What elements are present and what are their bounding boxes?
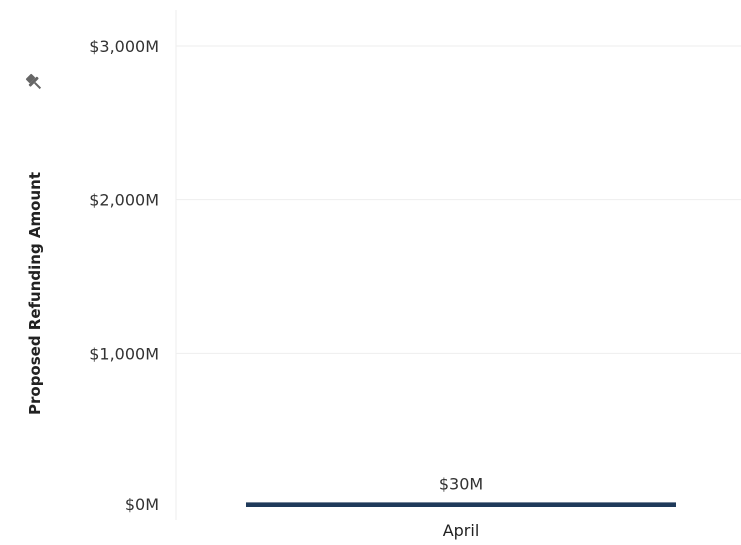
gridlines	[176, 45, 741, 354]
y-tick-label: $0M	[125, 495, 159, 514]
x-category-label: April	[443, 521, 480, 540]
y-axis-title: Proposed Refunding Amount	[26, 172, 44, 415]
bars	[246, 502, 676, 507]
pin-icon[interactable]	[24, 72, 45, 93]
data-label: $30M	[439, 474, 483, 493]
labels: $0M $1,000M $2,000M $3,000M $30M April	[89, 37, 483, 540]
y-tick-label: $3,000M	[89, 37, 159, 56]
y-tick-label: $2,000M	[89, 191, 159, 210]
y-tick-label: $1,000M	[89, 344, 159, 363]
bar[interactable]	[246, 502, 676, 507]
